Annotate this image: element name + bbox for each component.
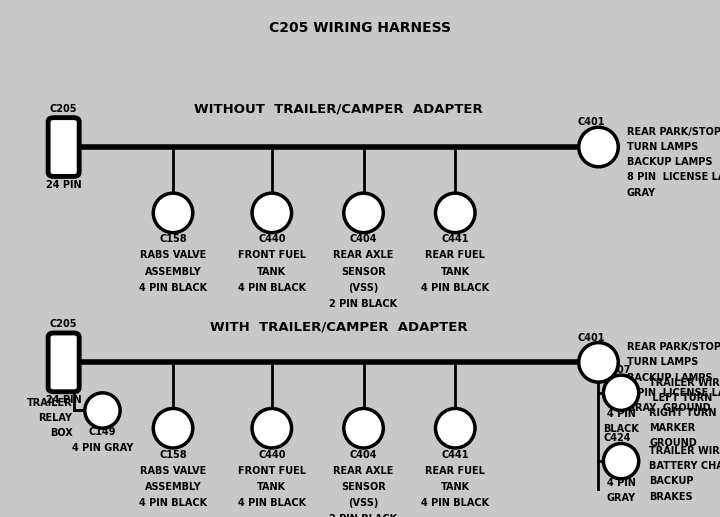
Text: BACKUP LAMPS: BACKUP LAMPS (626, 157, 712, 167)
Text: 2 PIN BLACK: 2 PIN BLACK (330, 514, 397, 517)
Text: REAR FUEL: REAR FUEL (426, 466, 485, 476)
Text: ASSEMBLY: ASSEMBLY (145, 482, 202, 492)
Text: 4 PIN BLACK: 4 PIN BLACK (238, 283, 306, 293)
Ellipse shape (343, 408, 383, 448)
Text: GRAY  GROUND: GRAY GROUND (626, 403, 711, 413)
Ellipse shape (579, 343, 618, 382)
Text: REAR PARK/STOP: REAR PARK/STOP (626, 342, 720, 352)
Text: 4 PIN: 4 PIN (607, 478, 636, 488)
Text: TANK: TANK (257, 482, 287, 492)
Text: C158: C158 (159, 450, 186, 460)
FancyBboxPatch shape (48, 118, 79, 176)
Text: RELAY: RELAY (38, 413, 73, 423)
Text: C158: C158 (159, 234, 186, 244)
FancyBboxPatch shape (48, 333, 79, 392)
Text: TANK: TANK (441, 482, 470, 492)
Text: GRAY: GRAY (626, 188, 656, 197)
Text: C149: C149 (89, 427, 116, 437)
Ellipse shape (603, 444, 639, 479)
Text: BACKUP LAMPS: BACKUP LAMPS (626, 373, 712, 383)
Text: BLACK: BLACK (603, 424, 639, 434)
Text: ASSEMBLY: ASSEMBLY (145, 267, 202, 277)
Text: REAR AXLE: REAR AXLE (333, 466, 394, 476)
Text: 24 PIN: 24 PIN (46, 180, 81, 190)
Ellipse shape (436, 193, 475, 233)
Ellipse shape (603, 375, 639, 410)
Text: BOX: BOX (50, 428, 73, 438)
Text: C404: C404 (350, 234, 377, 244)
Text: TRAILER WIRES: TRAILER WIRES (649, 446, 720, 456)
Text: LEFT TURN: LEFT TURN (649, 393, 713, 403)
Text: C205: C205 (50, 320, 77, 329)
Text: RABS VALVE: RABS VALVE (140, 466, 206, 476)
Text: C205 WIRING HARNESS: C205 WIRING HARNESS (269, 21, 451, 35)
Ellipse shape (252, 193, 292, 233)
Text: WITHOUT  TRAILER/CAMPER  ADAPTER: WITHOUT TRAILER/CAMPER ADAPTER (194, 102, 483, 115)
Ellipse shape (436, 408, 475, 448)
Text: TRAILER WIRES: TRAILER WIRES (649, 377, 720, 388)
Text: RIGHT TURN: RIGHT TURN (649, 408, 717, 418)
Text: WITH  TRAILER/CAMPER  ADAPTER: WITH TRAILER/CAMPER ADAPTER (210, 321, 468, 333)
Text: 4 PIN BLACK: 4 PIN BLACK (139, 498, 207, 508)
Text: C440: C440 (258, 450, 286, 460)
Text: TANK: TANK (257, 267, 287, 277)
Ellipse shape (252, 408, 292, 448)
Text: 4 PIN BLACK: 4 PIN BLACK (139, 283, 207, 293)
Text: C401: C401 (577, 332, 606, 343)
Text: 8 PIN  LICENSE LAMPS: 8 PIN LICENSE LAMPS (626, 388, 720, 398)
Text: 2 PIN BLACK: 2 PIN BLACK (330, 299, 397, 309)
Text: SENSOR: SENSOR (341, 482, 386, 492)
Ellipse shape (85, 393, 120, 428)
Text: TURN LAMPS: TURN LAMPS (626, 142, 698, 152)
Text: C441: C441 (441, 450, 469, 460)
Text: C440: C440 (258, 234, 286, 244)
Text: (VSS): (VSS) (348, 498, 379, 508)
Text: BACKUP: BACKUP (649, 477, 694, 486)
Text: FRONT FUEL: FRONT FUEL (238, 466, 306, 476)
Text: (VSS): (VSS) (348, 283, 379, 293)
Text: 4 PIN BLACK: 4 PIN BLACK (421, 498, 490, 508)
Text: C205: C205 (50, 104, 77, 114)
Text: TRAILER: TRAILER (27, 398, 73, 408)
Text: REAR PARK/STOP: REAR PARK/STOP (626, 127, 720, 137)
Ellipse shape (343, 193, 383, 233)
Text: BATTERY CHARGE: BATTERY CHARGE (649, 461, 720, 471)
Ellipse shape (153, 193, 193, 233)
Text: 24 PIN: 24 PIN (46, 396, 81, 405)
Text: MARKER: MARKER (649, 423, 696, 433)
Text: 4 PIN: 4 PIN (607, 409, 636, 419)
Text: SENSOR: SENSOR (341, 267, 386, 277)
Text: TURN LAMPS: TURN LAMPS (626, 357, 698, 368)
Text: RABS VALVE: RABS VALVE (140, 251, 206, 261)
Text: C441: C441 (441, 234, 469, 244)
Text: GROUND: GROUND (649, 438, 697, 448)
Text: REAR FUEL: REAR FUEL (426, 251, 485, 261)
Text: C401: C401 (577, 117, 606, 127)
Text: C407: C407 (604, 364, 631, 375)
Text: REAR AXLE: REAR AXLE (333, 251, 394, 261)
Text: C404: C404 (350, 450, 377, 460)
Text: TANK: TANK (441, 267, 470, 277)
Ellipse shape (153, 408, 193, 448)
Text: BRAKES: BRAKES (649, 492, 693, 501)
Text: 4 PIN BLACK: 4 PIN BLACK (238, 498, 306, 508)
Text: GRAY: GRAY (606, 493, 636, 503)
Ellipse shape (579, 127, 618, 167)
Text: C424: C424 (604, 433, 631, 443)
Text: FRONT FUEL: FRONT FUEL (238, 251, 306, 261)
Text: 8 PIN  LICENSE LAMPS: 8 PIN LICENSE LAMPS (626, 173, 720, 183)
Text: 4 PIN GRAY: 4 PIN GRAY (72, 443, 133, 453)
Text: 4 PIN BLACK: 4 PIN BLACK (421, 283, 490, 293)
